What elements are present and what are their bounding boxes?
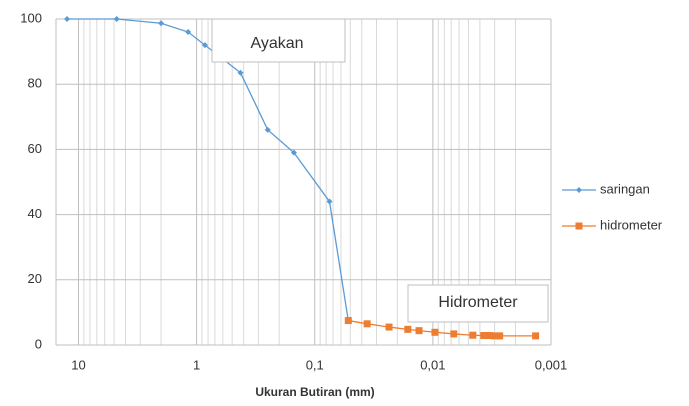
point [404,325,412,333]
point [496,332,504,340]
annotation-box [407,284,549,323]
point [532,332,540,340]
y-tick-label: 80 [28,76,42,91]
x-tick-label: 1 [193,357,200,372]
point [201,42,208,49]
point [491,332,499,340]
legend-label: saringan [600,181,650,196]
point [486,332,494,340]
point [290,149,297,156]
x-axis-label: Ukuran Butiran (mm) [255,385,374,399]
y-tick-label: 100 [20,10,42,25]
point [237,69,244,76]
y-tick-label: 20 [28,271,42,286]
x-tick-label: 10 [71,357,85,372]
legend-label: hidrometer [600,217,663,232]
point [385,323,393,331]
legend-marker [575,222,583,230]
point [64,16,71,22]
y-tick-label: 0 [35,336,42,351]
annotation: Ayakan [250,35,303,52]
y-tick-label: 60 [28,141,42,156]
legend-marker [576,187,582,193]
point [431,328,439,336]
point [326,198,333,205]
y-tick-label: 40 [28,206,42,221]
point [344,317,352,325]
x-tick-label: 0,01 [420,357,445,372]
point [450,330,458,338]
point [415,327,423,335]
point [158,20,165,27]
point [363,320,371,328]
point [264,126,271,133]
point [469,331,477,339]
point [113,16,120,22]
x-tick-label: 0,001 [535,357,568,372]
point [185,29,192,36]
annotation: Hidrometer [438,294,518,311]
x-tick-label: 0,1 [306,357,324,372]
point [480,332,488,340]
annotation-box [211,18,346,63]
